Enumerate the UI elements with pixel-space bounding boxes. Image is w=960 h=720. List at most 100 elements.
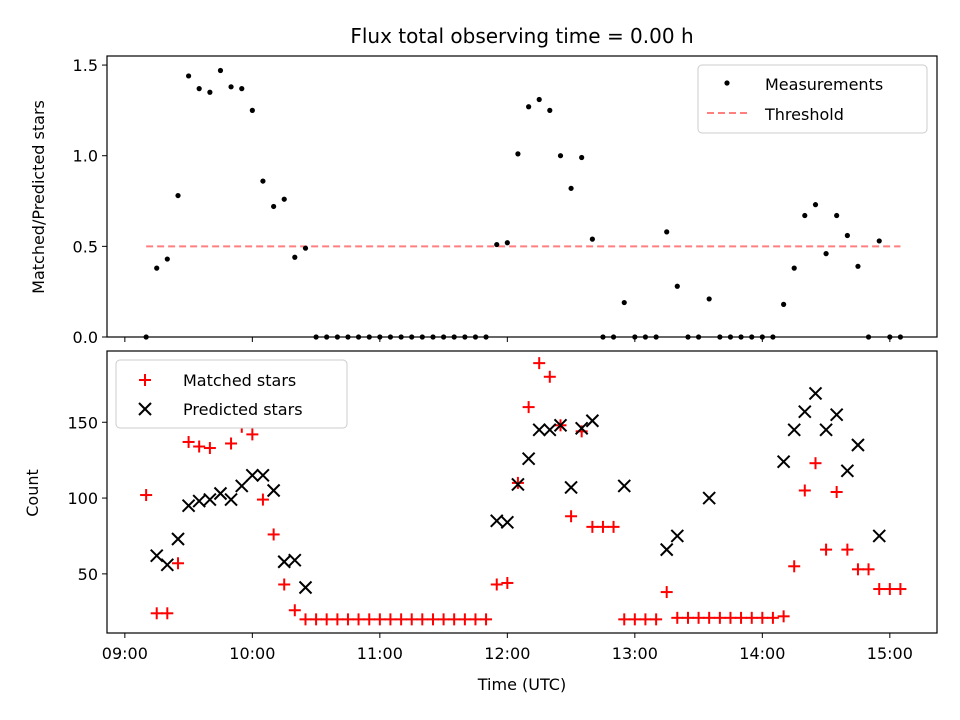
measurement-point [749,334,755,340]
measurement-point [302,245,309,251]
matched-star-point [894,583,907,596]
measurement-point [802,212,808,219]
predicted-star-point [553,418,568,432]
predicted-star-point [532,423,546,437]
measurement-point [387,334,394,340]
measurement-point [632,334,638,340]
matched-star-point [777,610,790,623]
matched-star-point [830,486,843,498]
matched-star-point [172,557,185,570]
predicted-star-point [840,464,855,478]
matched-star-point [766,611,779,624]
measurement-point [164,256,170,262]
matched-star-point [543,370,556,383]
matched-star-point [703,611,716,624]
predicted-star-point [617,479,631,493]
counts-y-tick-label: 100 [67,489,98,508]
measurement-point [345,334,351,340]
matched-star-point [246,428,259,441]
ratio-panel: 0.0 0.5 1.0 1.5 Matched/Predicted stars Mea… [29,55,938,347]
counts-y-tick-label: 50 [78,565,98,584]
legend-threshold-label: Threshold [764,105,844,124]
measurement-point [610,334,617,340]
predicted-star-point [872,529,886,543]
measurement-point [462,334,468,340]
predicted-star-point [298,580,313,595]
predicted-star-point [266,483,281,498]
predicted-star-point [564,480,578,495]
matched-star-point [735,611,748,624]
measurement-point [865,334,872,340]
legend-measurements-label: Measurements [765,75,883,94]
measurement-point [366,334,372,340]
measurement-point [557,153,564,159]
legend-measurements-marker [724,80,730,86]
chart-title: Flux total observing time = 0.00 h [350,24,693,48]
counts-legend-box [115,359,348,429]
measurement-point [653,334,659,340]
x-tick-label: 12:00 [484,644,530,663]
matched-star-point [405,613,418,626]
matched-star-point [193,440,206,453]
predicted-star-point [670,529,684,543]
counts-plot-frame [106,350,938,634]
predicted-star-point [500,515,515,530]
measurement-point [642,334,649,340]
measurement-point [738,334,744,340]
measurement-point [494,241,500,248]
x-tick-label: 14:00 [739,644,785,663]
matched-star-point [182,435,195,448]
matched-star-point [724,611,737,624]
measurement-point [855,263,861,269]
matched-star-point [352,613,365,626]
matched-star-point [883,583,896,596]
predicted-star-point [150,548,164,563]
measurement-point [154,265,160,271]
predicted-star-point [574,421,589,436]
predicted-star-point [181,498,196,513]
matched-star-point [469,613,482,626]
measurement-point [515,151,521,157]
predicted-star-point [776,454,791,469]
matched-star-point [639,613,652,626]
matched-star-point [618,613,631,626]
measurement-point [770,334,776,340]
predicted-star-point [702,491,716,505]
measurement-point [844,232,850,239]
measurement-point [271,203,277,210]
matched-star-point [437,613,450,626]
measurement-point [196,86,202,92]
predicted-star-point [851,438,865,452]
measurement-point [717,334,723,340]
matched-star-point [841,543,854,556]
predicted-star-point [511,477,525,492]
matched-star-point [851,563,864,576]
matched-star-point [448,613,461,626]
matched-star-point [671,611,684,624]
ratio-legend-box [697,64,928,134]
matched-star-point [745,611,758,624]
matched-star-point [490,578,503,591]
measurement-point [185,73,192,79]
predicted-star-point [160,558,175,572]
measurement-point [292,254,298,260]
matched-star-point [798,484,811,497]
measurement-point [621,299,627,306]
matched-star-point [533,357,546,370]
measurement-point [143,334,149,340]
measurement-point [409,334,415,340]
measurement-point [440,334,447,340]
predicted-star-point [543,423,557,437]
ratio-y-axis-label: Matched/Predicted stars [29,100,48,294]
x-tick-label: 10:00 [229,644,275,663]
measurement-point [897,334,904,340]
predicted-star-point [235,479,249,493]
measurement-point [674,283,680,289]
matched-star-point [628,613,641,626]
matched-star-point [586,520,599,533]
measurement-point [239,86,245,92]
measurement-point [579,154,585,161]
matched-star-point [288,604,301,617]
measurement-point [823,251,829,257]
measurement-point [207,89,213,95]
